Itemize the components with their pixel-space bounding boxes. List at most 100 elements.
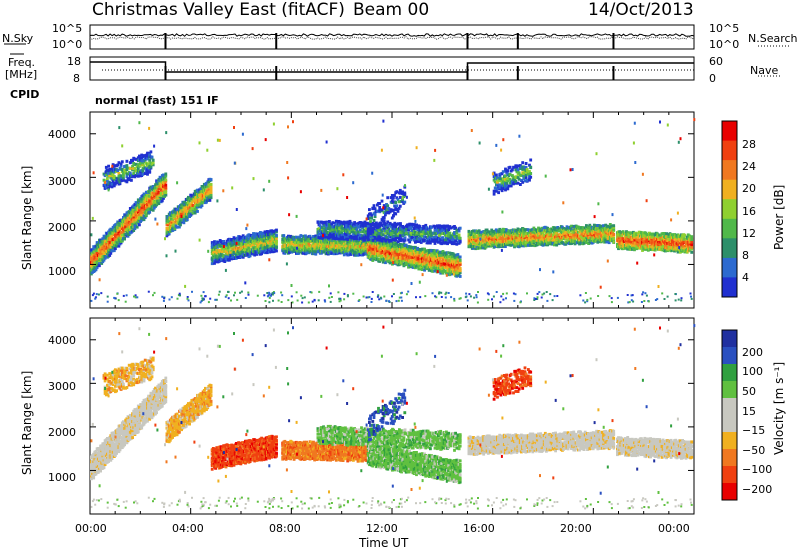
power-cell [102, 178, 106, 182]
power-cell [107, 186, 110, 190]
power-cell [142, 164, 146, 168]
power-cell [458, 258, 462, 262]
velocity-colorbar-tick: −200 [742, 483, 773, 496]
power-cell [401, 246, 405, 250]
velocity-ytick: 2000 [48, 426, 76, 439]
power-cell [377, 258, 380, 261]
power-cell [160, 199, 164, 203]
power-cell [103, 182, 107, 186]
power-cell [151, 158, 155, 162]
power-cell [144, 213, 148, 217]
power-cell [458, 255, 462, 259]
power-cell [275, 230, 278, 234]
power-cell [281, 239, 285, 243]
power-cell [209, 178, 213, 182]
power-cell [342, 239, 346, 243]
power-cell [275, 233, 278, 237]
power-cell [118, 166, 122, 170]
power-cell [108, 253, 112, 257]
power-cell [373, 254, 377, 258]
power-cell [164, 191, 168, 194]
power-colorbar-tick: 28 [742, 138, 756, 151]
power-cell [132, 208, 136, 211]
nsearch-label: N.Search [748, 32, 798, 45]
power-cell [333, 239, 337, 243]
power-cell [164, 172, 168, 176]
velocity-colorbar-tick: 200 [742, 346, 763, 359]
power-cell [166, 223, 170, 227]
power-cell [231, 240, 235, 244]
power-cell [185, 215, 189, 219]
power-cell [98, 264, 101, 268]
power-cell [348, 242, 352, 246]
power-cell [302, 236, 306, 240]
power-cell [371, 258, 375, 262]
power-cell [90, 255, 93, 259]
chart-title-date: 14/Oct/2013 [588, 0, 694, 20]
power-cell [133, 167, 137, 171]
power-cell [141, 172, 145, 176]
power-cell [275, 242, 278, 246]
power-cell [275, 236, 278, 240]
power-cell [282, 234, 286, 238]
power-cell [178, 225, 181, 229]
power-cell [306, 239, 310, 243]
power-cell [193, 211, 197, 215]
power-cell [146, 164, 149, 168]
power-cell [141, 210, 145, 214]
power-cell [267, 234, 270, 238]
power-cell [213, 261, 216, 265]
power-cell [229, 250, 232, 254]
power-cell [149, 165, 153, 169]
power-cell [125, 166, 129, 170]
power-cell [187, 195, 190, 199]
power-cell [275, 239, 278, 243]
power-cell [314, 252, 318, 256]
power-cell [146, 203, 149, 206]
chart-title-beam: Beam 00 [353, 0, 430, 20]
power-cell [119, 176, 123, 180]
power-cell [134, 174, 138, 177]
power-cell [196, 203, 199, 207]
power-cell [232, 243, 236, 247]
power-cell [104, 165, 108, 169]
power-cell [196, 205, 199, 209]
power-cell [122, 178, 125, 182]
velocity-colorbar-tick: −50 [742, 444, 766, 457]
power-cell [264, 249, 268, 252]
power-cell [361, 247, 364, 251]
power-cell [132, 172, 136, 175]
power-cell [247, 246, 251, 250]
power-cell [93, 260, 97, 264]
power-cell [138, 223, 141, 227]
power-cell [117, 244, 121, 248]
power-cell [198, 198, 202, 201]
power-cell [196, 209, 199, 213]
power-cell [125, 180, 129, 184]
power-cell [133, 227, 137, 231]
power-cell [197, 191, 200, 195]
power-ytick: 3000 [48, 175, 76, 188]
power-cell [131, 158, 134, 162]
power-cell [138, 209, 141, 213]
power-cell [108, 184, 112, 188]
noise-right-tick-high: 10^5 [709, 22, 740, 35]
power-cell [98, 260, 101, 264]
cpid-text: normal (fast) 151 IF [95, 94, 219, 107]
power-cell [119, 236, 123, 240]
power-cell [101, 242, 105, 246]
power-cell [458, 236, 462, 240]
velocity-colorbar-tick: −15 [742, 424, 766, 437]
power-cell [299, 234, 303, 238]
power-cell [314, 234, 318, 238]
power-cell [175, 225, 179, 229]
power-cell [112, 175, 116, 178]
power-cell [90, 272, 93, 276]
power-cell [215, 251, 219, 255]
power-cell [458, 274, 462, 278]
power-cell [304, 234, 307, 238]
power-colorbar-tick: 24 [742, 160, 756, 173]
power-ytick: 1000 [48, 265, 76, 278]
noise-left-tick-high: 10^5 [52, 22, 83, 35]
power-cell [133, 202, 137, 206]
